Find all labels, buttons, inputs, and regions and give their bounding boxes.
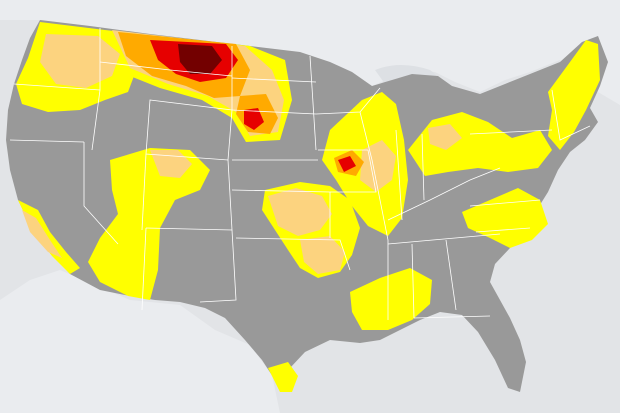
border-ia-mo: [318, 149, 377, 193]
d1-california-south: [22, 210, 62, 258]
border-dakotas-east: [309, 55, 317, 151]
border-id-west: [91, 28, 101, 151]
d0-northeast: [548, 40, 600, 150]
d0-carolinas: [462, 188, 548, 248]
canada-land: [0, 0, 620, 105]
border-nd-sd: [231, 77, 317, 83]
border-pa-ny: [469, 129, 553, 135]
d1-arkansas-texas: [300, 236, 345, 274]
state-borders: [9, 28, 591, 320]
d4-exceptional-drought-areas: [178, 44, 222, 74]
border-or-ca: [9, 139, 85, 143]
border-ut-co: [141, 153, 147, 231]
mexico-land: [0, 270, 280, 413]
d1-ohio: [428, 124, 462, 150]
border-new-england: [551, 89, 591, 141]
border-nv-ca: [83, 142, 119, 245]
d0-southwest: [88, 148, 210, 300]
border-fl-north: [413, 315, 491, 319]
border-mississippi: [359, 111, 389, 320]
border-wa-or: [13, 83, 101, 91]
d0-gulf-coast: [350, 268, 432, 330]
d1-southwest: [150, 150, 192, 178]
border-al-ga: [445, 239, 457, 311]
border-ms-al: [411, 243, 415, 319]
d3-illinois: [338, 156, 356, 172]
d0-south-texas: [268, 362, 298, 392]
border-ohio-river: [387, 167, 501, 221]
d1-illinois-indiana: [360, 140, 396, 192]
d4-montana: [178, 44, 222, 74]
border-sd-ne: [231, 109, 317, 115]
border-tx-north: [235, 237, 351, 271]
d3-south-dakota: [244, 108, 264, 130]
border-in-oh: [421, 133, 425, 201]
d1-kansas-missouri: [268, 188, 332, 236]
border-az-nm: [141, 227, 147, 311]
border-mt-south: [99, 61, 233, 77]
border-tn-south: [387, 233, 501, 245]
border-il-in: [395, 129, 403, 221]
border-nm-tx: [199, 229, 237, 303]
border-va-nc: [469, 199, 541, 207]
border-nc-sc: [475, 227, 531, 233]
